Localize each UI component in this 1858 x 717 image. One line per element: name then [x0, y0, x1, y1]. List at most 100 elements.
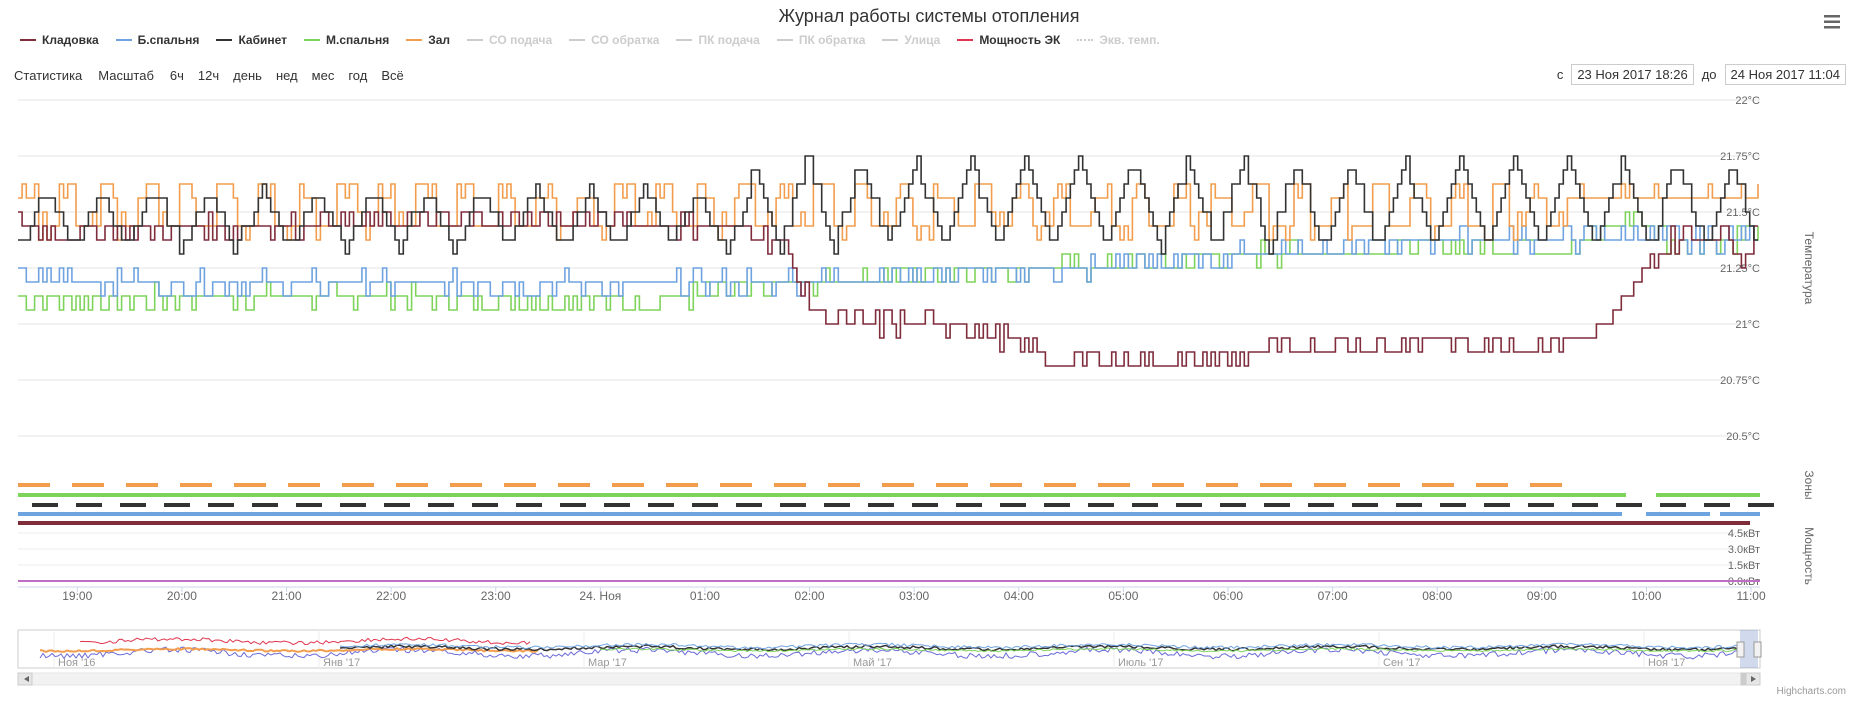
power-axis-title: Мощность — [1802, 527, 1816, 585]
legend-label: Мощность ЭК — [979, 33, 1061, 47]
y-tick-label: 20.5°C — [1726, 431, 1760, 443]
to-date-input[interactable]: 24 Ноя 2017 11:04 — [1724, 64, 1846, 85]
range-button-12h[interactable]: 12ч — [197, 68, 220, 83]
from-label: с — [1556, 67, 1564, 82]
legend-line-icon — [20, 34, 36, 46]
legend-label: М.спальня — [326, 33, 390, 47]
from-date-input[interactable]: 23 Ноя 2017 18:26 — [1571, 64, 1694, 85]
legend-item[interactable]: ПК подача — [676, 33, 760, 47]
legend-line-icon — [467, 34, 484, 46]
legend-item[interactable]: ПК обратка — [776, 33, 866, 47]
y-tick-label: 20.75°C — [1720, 375, 1760, 387]
range-selector: Статистика Масштаб 6ч 12ч день нед мес г… — [14, 68, 418, 83]
range-button-6h[interactable]: 6ч — [169, 68, 184, 83]
legend-label: Кладовка — [42, 33, 99, 47]
series-line-Зал — [18, 183, 1759, 241]
y-axis-title: Температура — [1802, 232, 1816, 305]
to-label: до — [1701, 67, 1717, 82]
legend-line-icon — [216, 34, 233, 46]
y-tick-label: 21°C — [1735, 319, 1760, 331]
series-line-Кабинет — [18, 155, 1758, 255]
power-tick-label: 4.5кВт — [1728, 528, 1760, 540]
x-tick-label: 10:00 — [1631, 589, 1661, 603]
navigator-tick-label: Ноя '16 — [58, 657, 95, 669]
legend-line-icon — [676, 34, 693, 46]
navigator-tick-label: Ноя '17 — [1648, 657, 1685, 669]
navigator-series-line — [79, 636, 531, 646]
navigator-series-line — [339, 642, 1739, 650]
legend-item[interactable]: Улица — [882, 33, 940, 47]
navigator-handle-left — [1736, 641, 1745, 658]
y-tick-label: 21.25°C — [1720, 263, 1760, 275]
legend-label: ПК подача — [698, 33, 760, 47]
range-button-month[interactable]: мес — [311, 68, 335, 83]
legend-line-icon — [957, 34, 974, 46]
scroll-left-arrow-icon — [24, 676, 29, 682]
legend-line-icon — [115, 34, 132, 46]
legend-line-icon — [776, 34, 793, 46]
legend-label: ПК обратка — [798, 33, 866, 47]
x-tick-label: 07:00 — [1318, 589, 1348, 603]
x-tick-label: 21:00 — [271, 589, 301, 603]
legend-item[interactable]: Экв. темп. — [1077, 33, 1160, 47]
y-tick-label: 22°C — [1735, 95, 1760, 107]
legend-label: Б.спальня — [137, 33, 200, 47]
x-tick-label: 08:00 — [1422, 589, 1452, 603]
zoom-label: Масштаб — [98, 68, 154, 83]
legend-item[interactable]: Зал — [406, 33, 450, 47]
navigator-series-line — [39, 646, 1739, 660]
navigator-tick-label: Мар '17 — [588, 657, 627, 669]
legend-line-icon — [1077, 34, 1094, 46]
legend-item[interactable]: СО обратка — [569, 33, 659, 47]
x-tick-label: 06:00 — [1213, 589, 1243, 603]
legend-item[interactable]: Кабинет — [216, 33, 287, 47]
x-tick-label: 09:00 — [1527, 589, 1557, 603]
power-tick-label: 3.0кВт — [1728, 544, 1760, 556]
legend-label: СО обратка — [591, 33, 660, 47]
legend-item[interactable]: М.спальня — [304, 33, 389, 47]
x-tick-label: 04:00 — [1004, 589, 1034, 603]
x-tick-label: 11:00 — [1736, 589, 1765, 603]
chart-title: Журнал работы системы отопления — [778, 6, 1080, 26]
legend-label: СО подача — [489, 33, 553, 47]
legend-label: Кабинет — [238, 33, 288, 47]
navigator-series-line — [599, 647, 1741, 653]
range-button-all[interactable]: Всё — [381, 68, 404, 83]
x-tick-label: 19:00 — [62, 589, 92, 603]
x-tick-label: 05:00 — [1108, 589, 1138, 603]
legend-item[interactable]: СО подача — [467, 33, 552, 47]
legend-item[interactable]: Мощность ЭК — [957, 33, 1060, 47]
x-tick-label: 03:00 — [899, 589, 929, 603]
x-tick-label: 02:00 — [795, 589, 825, 603]
x-tick-label: 24. Ноя — [579, 589, 621, 603]
legend-label: Улица — [904, 33, 941, 47]
x-tick-label: 01:00 — [690, 589, 720, 603]
scrollbar-track — [17, 672, 1761, 686]
zones-axis-title: Зоны — [1802, 470, 1816, 499]
navigator-tick-label: Май '17 — [853, 657, 892, 669]
hamburger-menu-icon[interactable] — [1820, 10, 1844, 34]
navigator-tick-label: Янв '17 — [323, 657, 360, 669]
legend-line-icon — [882, 34, 899, 46]
date-range-inputs: с 23 Ноя 2017 18:26 до 24 Ноя 2017 11:04 — [1549, 64, 1846, 85]
range-button-week[interactable]: нед — [275, 68, 298, 83]
x-tick-label: 22:00 — [376, 589, 406, 603]
navigator-handle-right — [1753, 641, 1762, 658]
legend-item[interactable]: Б.спальня — [115, 33, 200, 47]
power-tick-label: 1.5кВт — [1728, 560, 1760, 572]
navigator-tick-label: Сен '17 — [1383, 657, 1421, 669]
legend-item[interactable]: Кладовка — [20, 33, 99, 47]
range-button-year[interactable]: год — [348, 68, 368, 83]
series-line-Б.спальня — [18, 225, 1758, 297]
x-tick-label: 20:00 — [167, 589, 197, 603]
range-button-day[interactable]: день — [233, 68, 262, 83]
statistics-label[interactable]: Статистика — [14, 68, 83, 83]
navigator-series-line — [39, 647, 539, 653]
navigator-selected-range — [1740, 630, 1758, 668]
legend-line-icon — [304, 34, 321, 46]
credits-link[interactable]: Highcharts.com — [1776, 686, 1846, 697]
x-tick-label: 23:00 — [481, 589, 511, 603]
legend-line-icon — [406, 34, 423, 46]
navigator-tick-label: Июль '17 — [1118, 657, 1163, 669]
